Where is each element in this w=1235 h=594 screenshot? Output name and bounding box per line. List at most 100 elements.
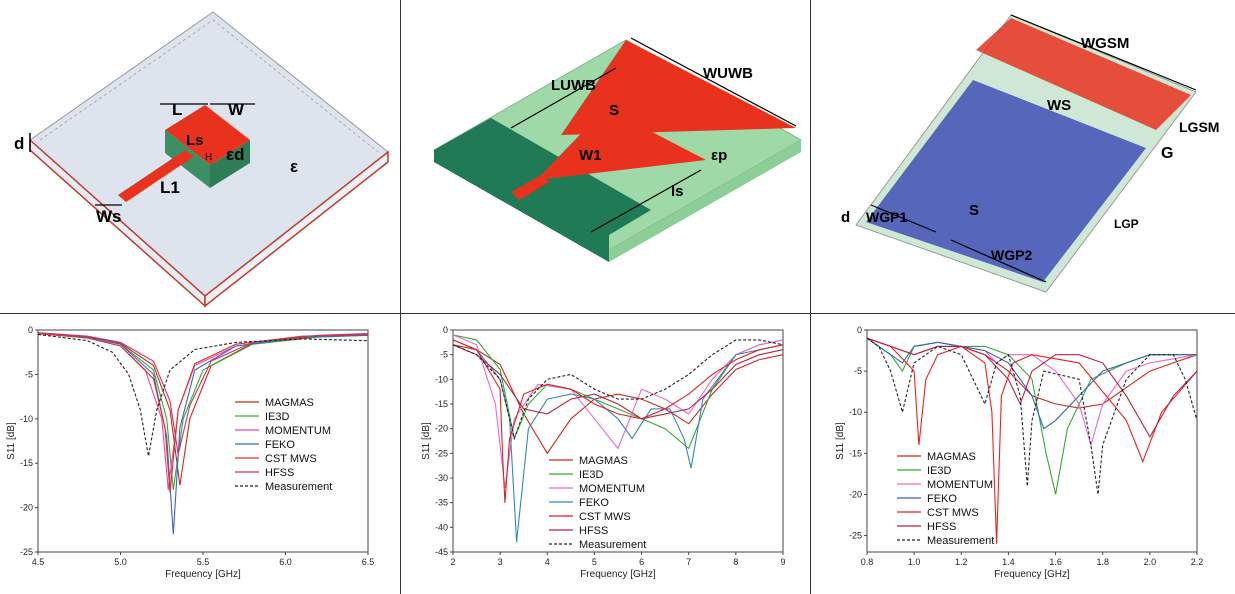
legend-label: FEKO	[265, 439, 295, 451]
y-axis-label: S11 [dB]	[6, 422, 17, 460]
legend-label: MAGMAS	[927, 451, 976, 463]
series-line-ie3d	[453, 334, 783, 450]
chart-panel-2: 2 3 4 5 6 7 8 9 0 -5 -10 -15 -20 -25 -30 -35 -40 -45 Frequ…	[401, 314, 810, 594]
label-Wgp2: WGP2	[991, 247, 1032, 263]
y-tick-label: -20	[20, 503, 33, 513]
y-tick-label: -25	[849, 531, 862, 541]
label-d: d	[841, 209, 850, 226]
label-Lgp: LGP	[1114, 217, 1139, 231]
gsm-antenna-drawing: WGSM WS LGSM G d WGP1 S LGP WGP2	[841, 14, 1219, 293]
y-tick-label: -10	[20, 414, 33, 424]
label-Wgsm: WGSM	[1081, 35, 1129, 52]
column-divider-1	[400, 0, 401, 594]
legend-label: HFSS	[579, 525, 608, 537]
y-tick-label: -15	[435, 399, 448, 409]
patch-antenna-drawing: L W d Ls H εd ε L1 Ws	[14, 11, 389, 308]
series-line-measurement	[38, 333, 368, 457]
legend-label: FEKO	[579, 497, 609, 509]
uwb-lower-triangle	[536, 108, 706, 180]
y-tick-label: 0	[28, 325, 33, 335]
chart-panel-1: 4.5 5.0 5.5 6.0 6.5 0 -5 -10 -15 -20 -25 Frequency …	[0, 314, 400, 594]
legend-label: Measurement	[265, 481, 332, 493]
label-d: d	[14, 134, 24, 153]
series-line-measurement	[867, 337, 1197, 495]
y-axis-label: S11 [dB]	[421, 422, 432, 460]
x-axis-label: Frequency [GHz]	[165, 569, 241, 580]
plot-area	[866, 329, 1198, 553]
x-tick-label: 1.8	[1096, 557, 1109, 567]
legend-label: MOMENTUM	[579, 483, 645, 495]
patch-top	[165, 105, 250, 165]
column-divider-2	[810, 0, 811, 594]
label-H: H	[205, 152, 212, 163]
patch-right-face	[210, 140, 250, 188]
x-tick-label: 1.6	[1049, 557, 1062, 567]
y-tick-label: -25	[435, 448, 448, 458]
y-tick-label: -5	[854, 366, 862, 376]
diagram-uwb-antenna: LUWB WUWB S W1 εp ls	[401, 0, 810, 313]
dim-ls	[590, 169, 702, 233]
dim-Wgp1	[870, 204, 937, 233]
legend-label: CST MWS	[927, 507, 979, 519]
y-tick-label: -20	[435, 424, 448, 434]
x-axis-label: Frequency [GHz]	[580, 569, 656, 580]
substrate-right-side	[204, 150, 389, 308]
x-tick-label: 2	[450, 557, 455, 567]
dim-Wgp2	[950, 239, 1047, 283]
substrate-hidden-edge	[39, 19, 379, 153]
series-line-measurement	[453, 339, 783, 441]
label-W1: W1	[579, 147, 602, 164]
label-Ls: Ls	[186, 132, 204, 149]
diagram-gsm-antenna: WGSM WS LGSM G d WGP1 S LGP WGP2	[811, 0, 1235, 313]
y-axis-label: S11 [dB]	[835, 422, 846, 460]
label-Wgp1: WGP1	[866, 209, 907, 225]
legend-label: MOMENTUM	[927, 479, 993, 491]
gsm-meander	[976, 18, 1191, 130]
chart-panel-3: 0.8 1.0 1.2 1.4 1.6 1.8 2.0 2.2 0 -5 -10 -15 -20 -25 F…	[811, 314, 1235, 594]
y-tick-label: -25	[20, 547, 33, 557]
x-tick-label: 3	[498, 557, 503, 567]
series-line-feko	[38, 333, 368, 535]
x-tick-label: 6.0	[279, 557, 292, 567]
y-tick-label: -45	[435, 547, 448, 557]
x-tick-label: 1.2	[955, 557, 968, 567]
y-tick-label: -15	[849, 448, 862, 458]
x-tick-label: 2.0	[1144, 557, 1157, 567]
x-axis-label: Frequency [GHz]	[994, 569, 1070, 580]
y-tick-label: 0	[443, 325, 448, 335]
x-tick-label: 9	[780, 557, 785, 567]
legend-label: IE3D	[579, 469, 604, 481]
x-tick-label: 1.0	[908, 557, 921, 567]
label-eps: ε	[290, 157, 298, 176]
legend-label: CST MWS	[265, 453, 317, 465]
x-tick-label: 6.5	[362, 557, 375, 567]
legend-label: HFSS	[265, 467, 294, 479]
legend-label: FEKO	[927, 493, 957, 505]
label-G: G	[1161, 145, 1173, 162]
legend-label: CST MWS	[579, 511, 631, 523]
s11-chart-gsm: 0.8 1.0 1.2 1.4 1.6 1.8 2.0 2.2 0 -5 -10 -15 -20 -25 F…	[835, 325, 1203, 580]
series-line-feko	[867, 337, 1197, 430]
series-line-magmas	[453, 344, 783, 455]
x-tick-label: 6	[639, 557, 644, 567]
y-tick-label: -20	[849, 489, 862, 499]
label-L: L	[172, 100, 182, 119]
uwb-substrate-side-right	[609, 140, 801, 262]
s11-chart-patch: 4.5 5.0 5.5 6.0 6.5 0 -5 -10 -15 -20 -25 Frequency …	[6, 325, 375, 580]
uwb-ground-plane	[434, 118, 651, 262]
label-Lgsm: LGSM	[1179, 119, 1219, 135]
x-tick-label: 5.0	[114, 557, 127, 567]
y-tick-label: -5	[440, 350, 448, 360]
plot-area	[37, 329, 369, 553]
label-Luwb: LUWB	[551, 77, 596, 94]
x-tick-label: 4	[545, 557, 550, 567]
series-line-cst-mws	[867, 337, 1197, 544]
x-tick-label: 5	[592, 557, 597, 567]
series-line-hfss	[867, 337, 1197, 439]
y-tick-label: 0	[857, 325, 862, 335]
label-S: S	[609, 102, 619, 119]
label-Ws: WS	[1047, 97, 1071, 114]
y-tick-label: -10	[849, 407, 862, 417]
series-line-hfss	[453, 344, 783, 420]
legend-label: MOMENTUM	[265, 425, 331, 437]
